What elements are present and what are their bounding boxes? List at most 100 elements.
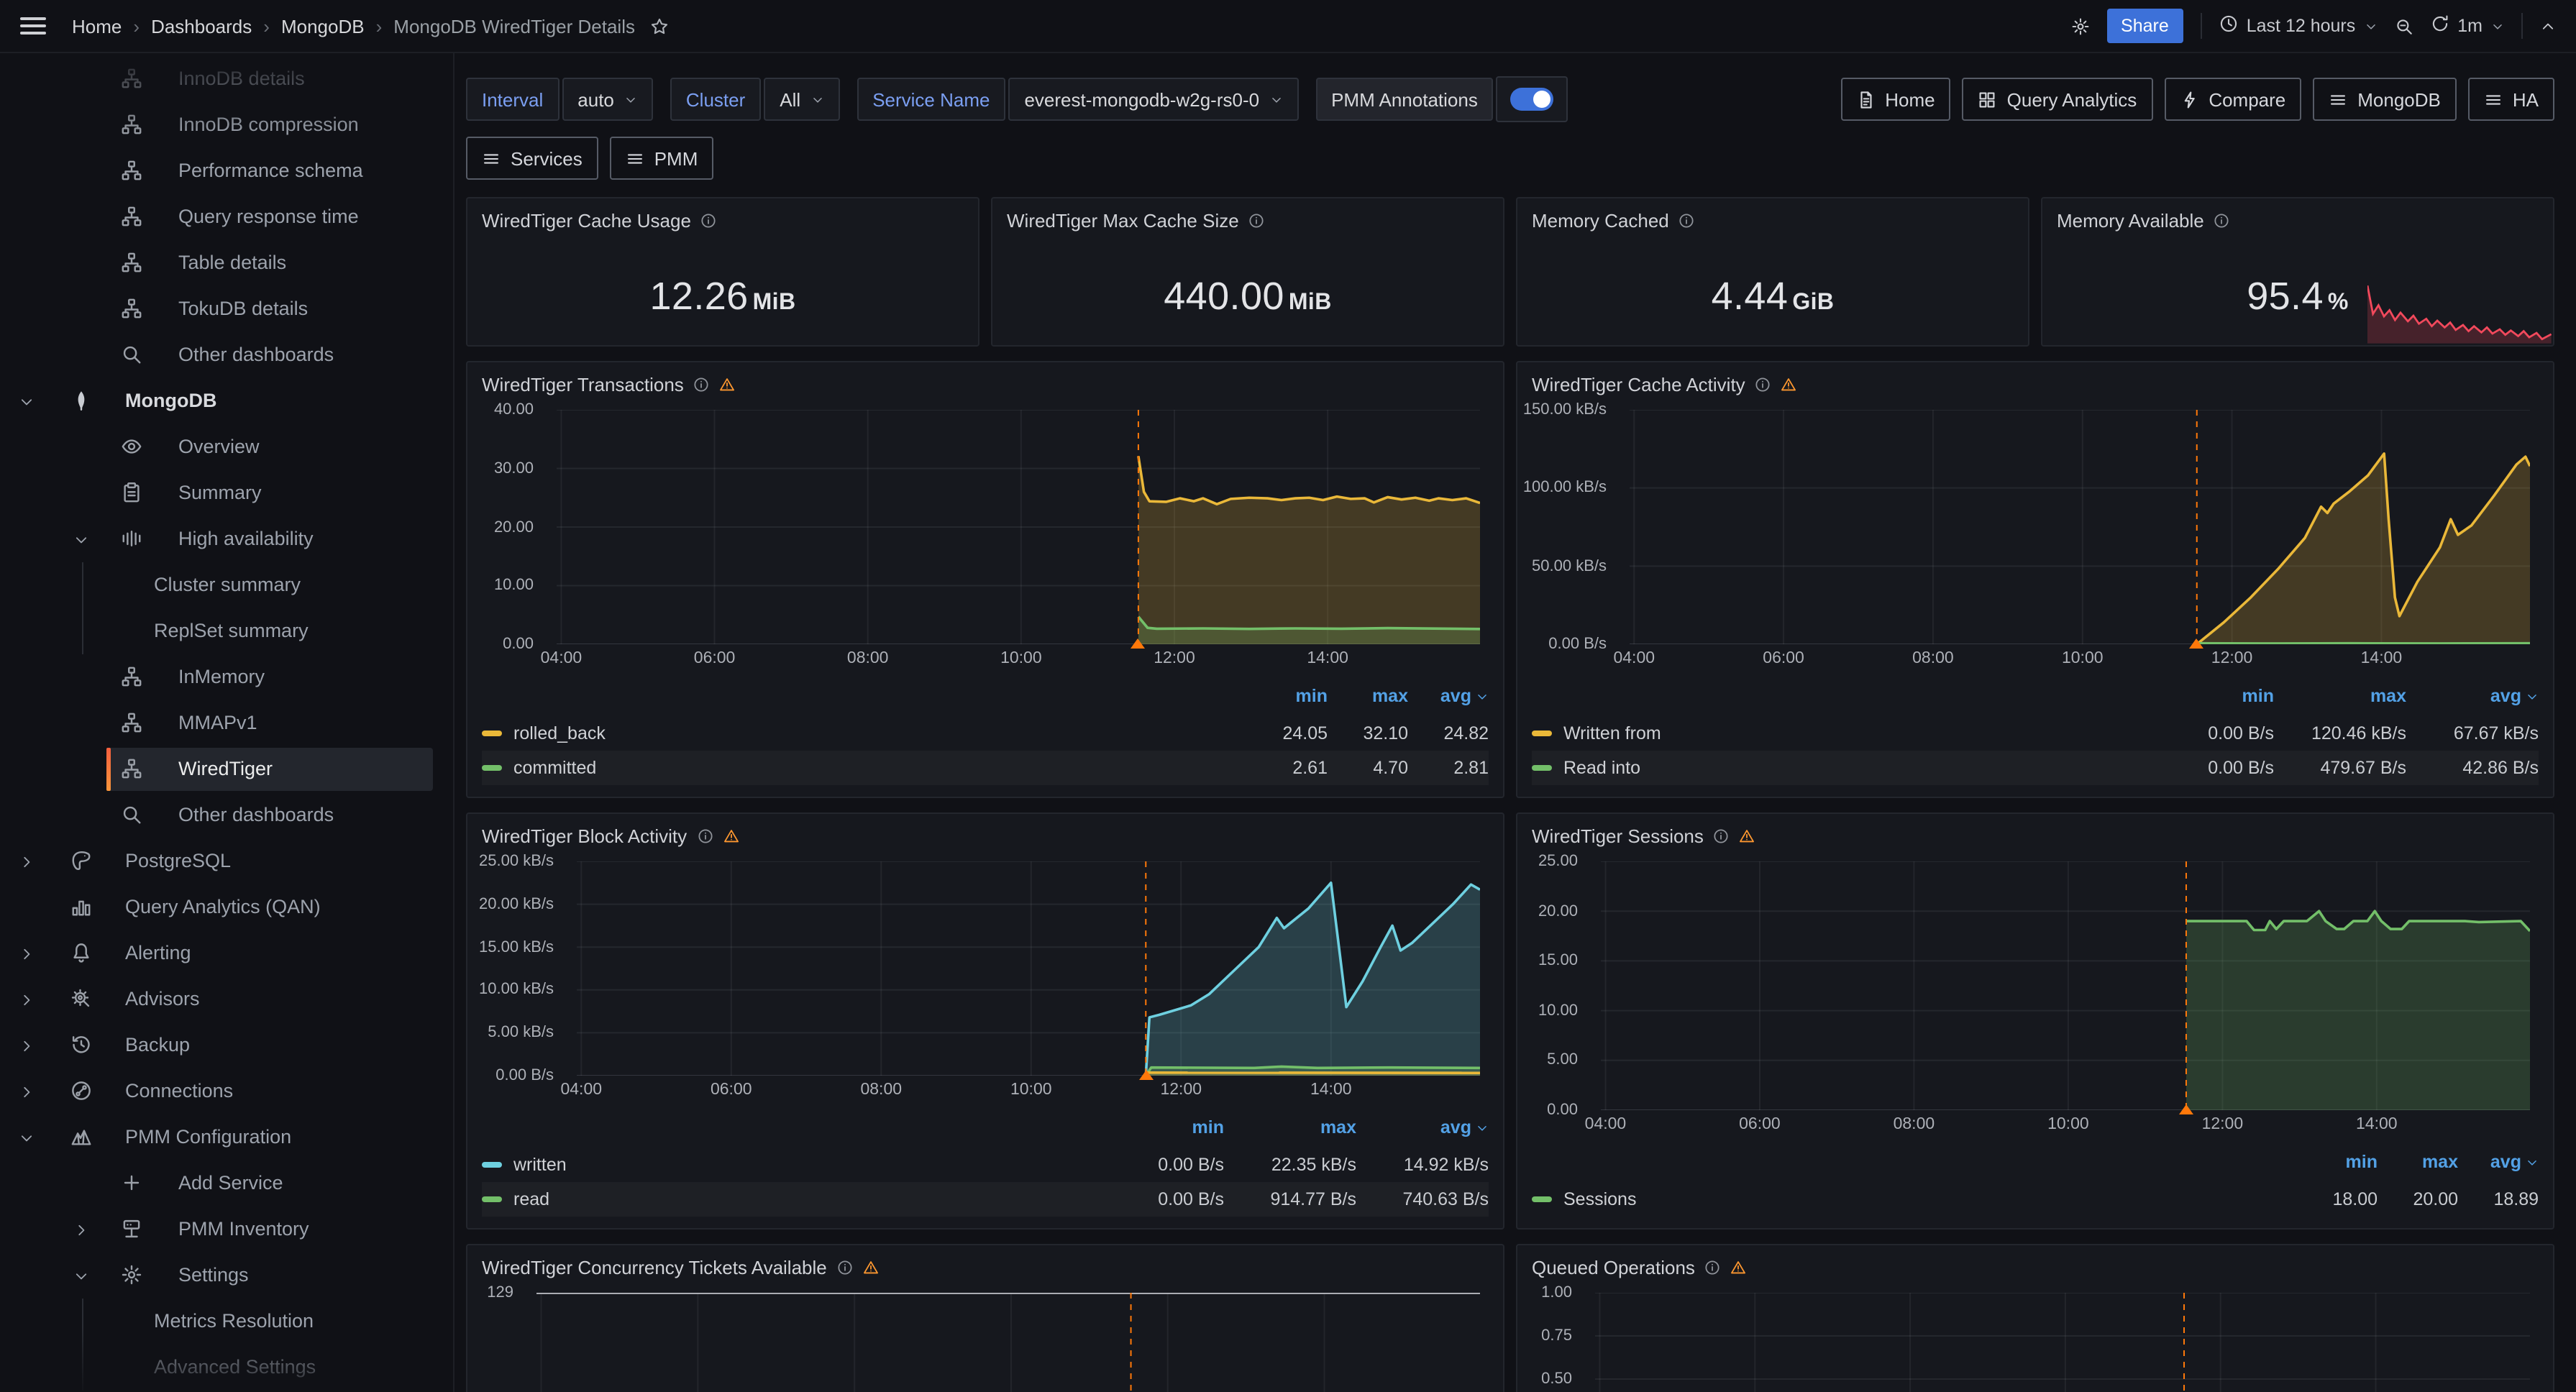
- sidebar-item-label: Settings: [178, 1264, 249, 1286]
- chevd-icon: [2526, 690, 2539, 702]
- warning-icon[interactable]: [720, 377, 736, 393]
- x-axis-tick: 10:00: [2047, 1116, 2089, 1133]
- legend-header-max[interactable]: max: [2274, 682, 2406, 710]
- sidebar-item-alerting[interactable]: Alerting: [0, 930, 453, 976]
- sidebar-item-mmapv1[interactable]: MMAPv1: [0, 700, 453, 746]
- sidebar-item-performance-schema[interactable]: Performance schema: [0, 148, 453, 194]
- sidebar-item-settings[interactable]: Settings: [0, 1253, 453, 1299]
- sidebar-item-summary[interactable]: Summary: [0, 470, 453, 516]
- menu-toggle-icon[interactable]: [20, 17, 46, 35]
- info-icon[interactable]: [2214, 213, 2230, 229]
- sidebar-item-query-analytics-qan-[interactable]: Query Analytics (QAN): [0, 884, 453, 930]
- legend-series-sessions[interactable]: Sessions: [1532, 1182, 2297, 1217]
- legend-header-avg[interactable]: avg: [2458, 1148, 2539, 1176]
- service-name-select[interactable]: everest-mongodb-w2g-rs0-0: [1008, 78, 1298, 121]
- nav-button-pmm[interactable]: PMM: [610, 137, 714, 180]
- legend-series-read[interactable]: read: [482, 1182, 1092, 1217]
- annotation-marker[interactable]: [1138, 1070, 1153, 1080]
- legend-series-written[interactable]: written: [482, 1148, 1092, 1182]
- sidebar-item-postgresql[interactable]: PostgreSQL: [0, 838, 453, 884]
- info-icon[interactable]: [1679, 213, 1695, 229]
- sidebar-item-cluster-summary[interactable]: Cluster summary: [0, 562, 453, 608]
- legend-header-min[interactable]: min: [2297, 1148, 2378, 1176]
- breadcrumb-item[interactable]: MongoDB: [281, 15, 365, 37]
- dashboard-settings-button[interactable]: [2070, 17, 2089, 35]
- legend-header-min[interactable]: min: [1247, 682, 1328, 710]
- legend-header-min[interactable]: min: [2142, 682, 2274, 710]
- share-button[interactable]: Share: [2106, 9, 2183, 43]
- link-button-compare[interactable]: Compare: [2164, 78, 2301, 121]
- sidebar-item-advanced-settings[interactable]: Advanced Settings: [0, 1345, 453, 1391]
- info-icon[interactable]: [1249, 213, 1265, 229]
- sidebar-item-backup[interactable]: Backup: [0, 1022, 453, 1068]
- info-icon[interactable]: [837, 1260, 853, 1276]
- sidebar-item-pmm-inventory[interactable]: PMM Inventory: [0, 1206, 453, 1253]
- breadcrumb-item[interactable]: Dashboards: [151, 15, 252, 37]
- breadcrumb-item[interactable]: Home: [72, 15, 122, 37]
- search-icon: [121, 804, 142, 825]
- warning-icon[interactable]: [1740, 828, 1755, 844]
- time-range-picker[interactable]: Last 12 hours: [2219, 14, 2378, 37]
- legend-header-max[interactable]: max: [1224, 1113, 1356, 1142]
- warning-icon[interactable]: [723, 828, 739, 844]
- legend-series-written-from[interactable]: Written from: [1532, 716, 2142, 751]
- legend-avg: 67.67 kB/s: [2406, 716, 2539, 751]
- legend-header-min[interactable]: min: [1092, 1113, 1224, 1142]
- pmm-annotations-toggle[interactable]: [1497, 76, 1568, 122]
- info-icon[interactable]: [1755, 377, 1771, 393]
- sidebar-item-other-dashboards[interactable]: Other dashboards: [0, 792, 453, 838]
- legend-header-max[interactable]: max: [1328, 682, 1408, 710]
- sidebar-item-metrics-resolution[interactable]: Metrics Resolution: [0, 1299, 453, 1345]
- warning-icon[interactable]: [1731, 1260, 1747, 1276]
- annotation-marker[interactable]: [2190, 638, 2204, 649]
- refresh-button[interactable]: 1m: [2430, 14, 2504, 37]
- sidebar-item-overview[interactable]: Overview: [0, 424, 453, 470]
- sidebar-item-other-dashboards[interactable]: Other dashboards: [0, 332, 453, 378]
- link-button-ha[interactable]: HA: [2468, 78, 2554, 121]
- cluster-select[interactable]: All: [764, 78, 839, 121]
- legend-header-avg[interactable]: avg: [1408, 682, 1489, 710]
- link-button-home[interactable]: Home: [1840, 78, 1950, 121]
- x-axis-tick: 08:00: [1894, 1116, 1935, 1133]
- sidebar-item-innodb-details[interactable]: InnoDB details: [0, 56, 453, 102]
- annotation-marker[interactable]: [2179, 1104, 2193, 1114]
- sidebar-item-connections[interactable]: Connections: [0, 1068, 453, 1114]
- legend-header-avg[interactable]: avg: [2406, 682, 2539, 710]
- interval-select[interactable]: auto: [562, 78, 653, 121]
- info-icon: [697, 828, 713, 844]
- sidebar-item-high-availability[interactable]: High availability: [0, 516, 453, 562]
- info-icon[interactable]: [701, 213, 717, 229]
- info-icon[interactable]: [694, 377, 710, 393]
- link-button-mongodb[interactable]: MongoDB: [2313, 78, 2457, 121]
- sidebar-item-inmemory[interactable]: InMemory: [0, 654, 453, 700]
- warning-icon[interactable]: [1781, 377, 1797, 393]
- sidebar-item-query-response-time[interactable]: Query response time: [0, 194, 453, 240]
- sidebar-item-innodb-compression[interactable]: InnoDB compression: [0, 102, 453, 148]
- sidebar-item-tokudb-details[interactable]: TokuDB details: [0, 286, 453, 332]
- sidebar-item-wiredtiger[interactable]: WiredTiger: [0, 746, 453, 792]
- legend-series-rolled-back[interactable]: rolled_back: [482, 716, 1247, 751]
- annotation-marker[interactable]: [1131, 638, 1146, 649]
- zoom-out-button[interactable]: [2394, 17, 2413, 35]
- sidebar-item-label: MongoDB: [125, 390, 216, 411]
- legend-series-committed[interactable]: committed: [482, 751, 1247, 785]
- collapse-topbar-button[interactable]: [2540, 18, 2556, 34]
- favorite-star-button[interactable]: [649, 17, 668, 35]
- sidebar-item-add-service[interactable]: Add Service: [0, 1160, 453, 1206]
- info-icon[interactable]: [1714, 828, 1730, 844]
- sidebar-item-table-details[interactable]: Table details: [0, 240, 453, 286]
- legend-series-read-into[interactable]: Read into: [1532, 751, 2142, 785]
- sidebar-item-advisors[interactable]: Advisors: [0, 976, 453, 1022]
- sidebar-item-pmm-configuration[interactable]: PMM Configuration: [0, 1114, 453, 1160]
- sidebar-item-mongodb[interactable]: MongoDB: [0, 378, 453, 424]
- sidebar-item-replset-summary[interactable]: ReplSet summary: [0, 608, 453, 654]
- link-button-query-analytics[interactable]: Query Analytics: [1963, 78, 2153, 121]
- info-icon[interactable]: [697, 828, 713, 844]
- legend-header-avg[interactable]: avg: [1356, 1113, 1489, 1142]
- info-icon[interactable]: [1705, 1260, 1721, 1276]
- interval-filter: Interval auto: [466, 78, 653, 121]
- legend-header-max[interactable]: max: [2378, 1148, 2458, 1176]
- refresh-interval-label: 1m: [2457, 16, 2483, 36]
- nav-button-services[interactable]: Services: [466, 137, 598, 180]
- warning-icon[interactable]: [863, 1260, 879, 1276]
